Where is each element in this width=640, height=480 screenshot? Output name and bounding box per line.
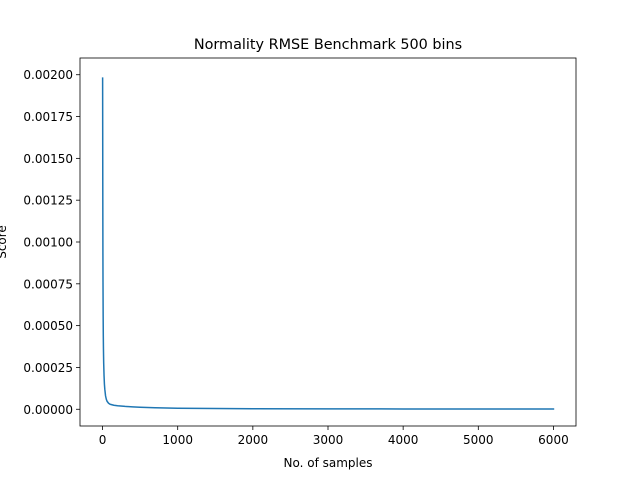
- y-tick-label: 0.00100: [23, 236, 73, 250]
- x-tick-label: 6000: [538, 433, 569, 447]
- y-axis-label: Score: [0, 225, 9, 259]
- x-tick-label: 5000: [463, 433, 494, 447]
- x-tick-label: 4000: [388, 433, 419, 447]
- y-axis: 0.00000 0.00025 0.00050 0.00075 0.00100 0.001…: [23, 68, 80, 417]
- x-tick-label: 2000: [238, 433, 269, 447]
- y-tick-label: 0.00200: [23, 68, 73, 82]
- chart-title: Normality RMSE Benchmark 500 bins: [194, 37, 462, 53]
- x-axis: 0 1000 2000 3000 4000 5000 6000: [99, 426, 569, 447]
- series-line-0: [101, 77, 555, 410]
- y-tick-label: 0.00050: [23, 319, 73, 333]
- y-tick-label: 0.00150: [23, 152, 73, 166]
- x-tick-label: 1000: [162, 433, 193, 447]
- x-tick-label: 3000: [313, 433, 344, 447]
- y-tick-label: 0.00125: [23, 194, 73, 208]
- y-tick-label: 0.00000: [23, 403, 73, 417]
- y-tick-label: 0.00025: [23, 361, 73, 375]
- y-tick-label: 0.00175: [23, 110, 73, 124]
- x-tick-label: 0: [99, 433, 107, 447]
- x-axis-label: No. of samples: [284, 456, 373, 470]
- y-tick-label: 0.00075: [23, 277, 73, 291]
